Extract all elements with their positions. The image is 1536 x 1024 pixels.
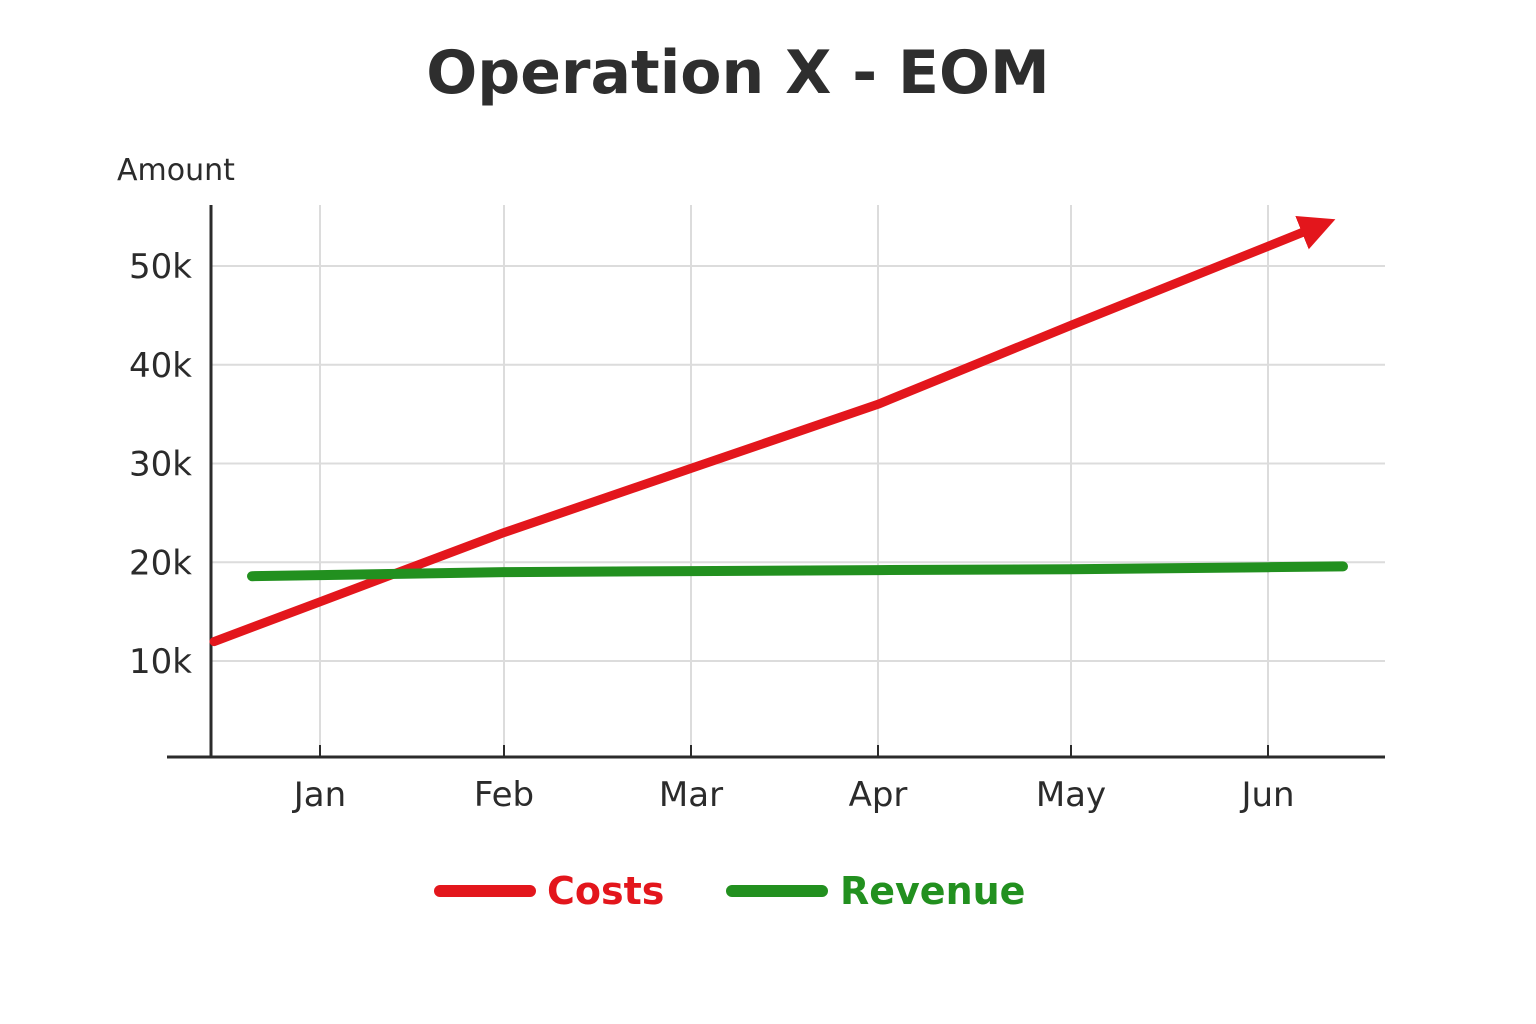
series-line (209, 215, 1336, 647)
legend-label: Costs (547, 869, 664, 913)
series-line (247, 561, 1348, 582)
x-tick-label: Mar (659, 775, 723, 815)
x-tick-label: Jan (292, 775, 346, 815)
y-tick-label: 20k (129, 543, 192, 583)
x-tick-label: Jun (1239, 775, 1294, 815)
x-tick-label: Apr (849, 775, 908, 815)
y-tick-label: 10k (129, 642, 192, 682)
series (209, 215, 1348, 647)
y-axis-label: Amount (117, 153, 235, 188)
x-tick-label: Feb (474, 775, 534, 815)
grid (211, 205, 1385, 757)
x-tick-label: May (1036, 775, 1106, 815)
legend-label: Revenue (840, 869, 1025, 913)
y-tick-label: 50k (129, 247, 192, 287)
chart-title: Operation X - EOM (426, 38, 1050, 108)
axes: 10k 20k 30k 40k 50k Jan Feb Mar Apr May Jun Amount (117, 153, 1385, 815)
y-tick-label: 40k (129, 346, 192, 386)
legend: Costs Revenue (434, 869, 1025, 913)
y-tick-label: 30k (129, 445, 192, 485)
